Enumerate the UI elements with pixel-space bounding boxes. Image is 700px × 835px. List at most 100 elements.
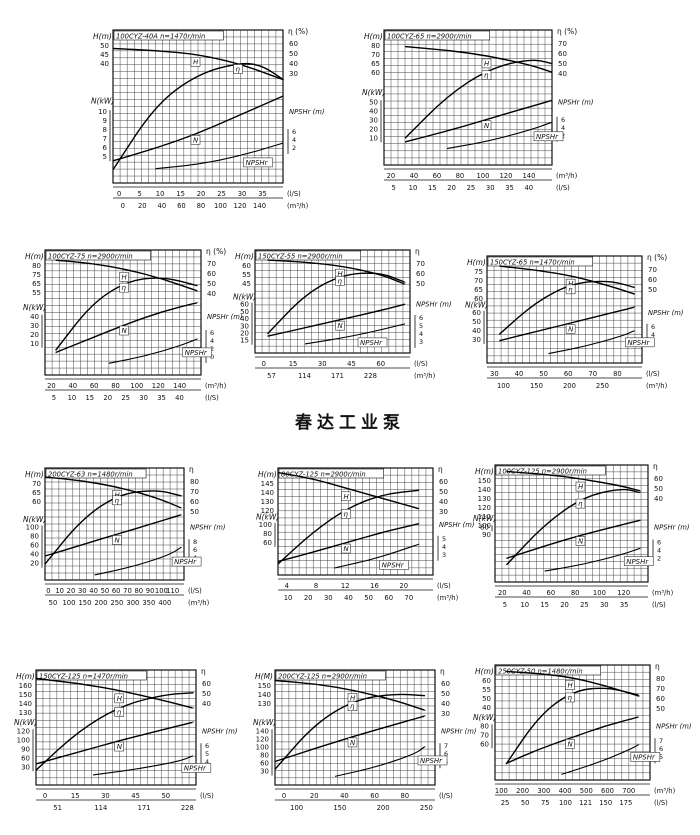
flow-tick-label-2: 30	[600, 601, 609, 609]
curve-npshr	[94, 546, 182, 576]
series-label: N	[484, 122, 490, 130]
power-tick-label: 40	[240, 315, 249, 323]
series-label: η	[114, 497, 119, 505]
flow-tick-label-2: 70	[405, 594, 414, 602]
flow-tick-label: 50	[101, 587, 110, 595]
y-axis-label-npsh: NPSHr (m)	[656, 722, 692, 730]
npsh-tick-label: 7	[444, 742, 448, 750]
npsh-tick-label: 6	[292, 128, 296, 136]
eff-tick-label: 60	[558, 50, 567, 58]
flow-tick-label: 110	[166, 587, 179, 595]
flow-tick-label: 16	[370, 582, 379, 590]
eff-tick-label: 30	[289, 70, 298, 78]
flow-tick-label-2: 10	[520, 601, 529, 609]
power-tick-label: 50	[369, 98, 378, 106]
flow-tick-label-2: 114	[298, 372, 311, 380]
y-axis-label-eff: η	[655, 662, 660, 671]
y-axis-label-head: H(m)	[475, 467, 494, 476]
npsh-tick-label: 2	[657, 555, 661, 563]
npsh-tick-label: 4	[651, 331, 655, 339]
series-label: η	[117, 708, 122, 716]
head-tick-label: 140	[478, 486, 491, 494]
npsh-tick-label: 5	[205, 750, 209, 758]
flow-tick-label-2: 121	[579, 799, 592, 807]
y-axis-label-power: N(kW)	[253, 718, 276, 727]
flow-tick-label: 40	[410, 172, 419, 180]
flow-tick-label: 0	[282, 792, 286, 800]
series-label: NPSHr	[382, 561, 405, 569]
flow-tick-label-2: (l/S)	[556, 184, 570, 192]
eff-tick-label: 60	[416, 270, 425, 278]
eff-tick-label: 60	[289, 40, 298, 48]
flow-tick-label: 100	[476, 172, 489, 180]
curve-h	[274, 679, 426, 711]
flow-tick-label: 15	[71, 792, 80, 800]
y-axis-label-head: H(m)	[235, 252, 254, 261]
eff-tick-label: 50	[654, 485, 663, 493]
eff-tick-label: 70	[416, 260, 425, 268]
eff-tick-label: 30	[441, 710, 450, 718]
curve-n	[505, 716, 640, 765]
eff-tick-label: 80	[190, 478, 199, 486]
series-label-box	[190, 57, 201, 67]
y-axis-label-npsh: NPSHr (m)	[648, 309, 684, 317]
head-tick-label: 60	[32, 498, 41, 506]
head-tick-label: 120	[478, 504, 491, 512]
power-tick-label: 80	[260, 751, 269, 759]
power-tick-label: 100	[256, 743, 269, 751]
power-tick-label: 40	[30, 313, 39, 321]
y-axis-label-eff: η	[189, 465, 194, 474]
flow-tick-label: 20	[197, 190, 206, 198]
series-label-box	[233, 64, 243, 74]
npsh-tick-label: 4	[561, 124, 565, 132]
power-tick-label: 60	[30, 542, 39, 550]
series-label: H	[122, 273, 128, 281]
curve-n	[506, 519, 641, 559]
flow-tick-label-2: (l/S)	[654, 799, 668, 807]
head-tick-label: 75	[474, 268, 483, 276]
head-tick-label: 55	[32, 289, 41, 297]
y-axis-label-eff: η (%)	[206, 247, 226, 256]
flow-tick-label: 30	[318, 360, 327, 368]
flow-tick-label-2: 35	[620, 601, 629, 609]
eff-tick-label: 70	[648, 266, 657, 274]
y-axis-label-head: H(m)	[475, 667, 494, 676]
curve-h	[35, 677, 194, 709]
npsh-tick-label: 6	[205, 742, 209, 750]
flow-tick-label: 60	[370, 792, 379, 800]
y-axis-label-npsh: NPSHr (m)	[190, 524, 226, 532]
y-axis-label-head: H(m)	[258, 470, 277, 479]
curve-npshr	[304, 323, 406, 345]
flow-tick-label: 40	[522, 589, 531, 597]
series-label: NPSHr	[246, 159, 269, 167]
head-tick-label: 50	[482, 695, 491, 703]
series-label: H	[484, 60, 490, 68]
flow-tick-label-2: 171	[138, 804, 151, 812]
power-tick-label: 140	[256, 727, 269, 735]
flow-tick-label-2: 51	[53, 804, 62, 812]
y-axis-label-eff: η	[415, 247, 420, 256]
power-tick-label: 40	[30, 551, 39, 559]
npsh-tick-label: 0	[210, 353, 214, 361]
power-tick-label: 40	[472, 327, 481, 335]
head-tick-label: 40	[100, 60, 109, 68]
series-label-box	[119, 325, 129, 336]
plot-frame	[277, 467, 434, 576]
flow-tick-label: 25	[217, 190, 226, 198]
flow-tick-label-2: 175	[619, 799, 632, 807]
series-label-box	[575, 481, 586, 492]
curve-n	[44, 514, 183, 557]
npsh-tick-label: 8	[193, 538, 197, 546]
flow-tick-label: 100	[495, 787, 508, 795]
power-tick-label: 30	[240, 322, 249, 330]
chart-title: 100CYZ-75 n=2900r/min	[48, 252, 133, 260]
flow-tick-label: 60	[90, 382, 99, 390]
plot-frame	[44, 467, 185, 581]
head-tick-label: 50	[100, 42, 109, 50]
title-box	[36, 670, 147, 681]
flow-tick-label-2: (m³/h)	[414, 372, 436, 380]
npsh-tick-label: 3	[442, 551, 446, 559]
curve-h	[44, 476, 183, 509]
y-axis-label-npsh: NPSHr (m)	[202, 727, 238, 735]
flow-tick-label: 40	[68, 382, 77, 390]
